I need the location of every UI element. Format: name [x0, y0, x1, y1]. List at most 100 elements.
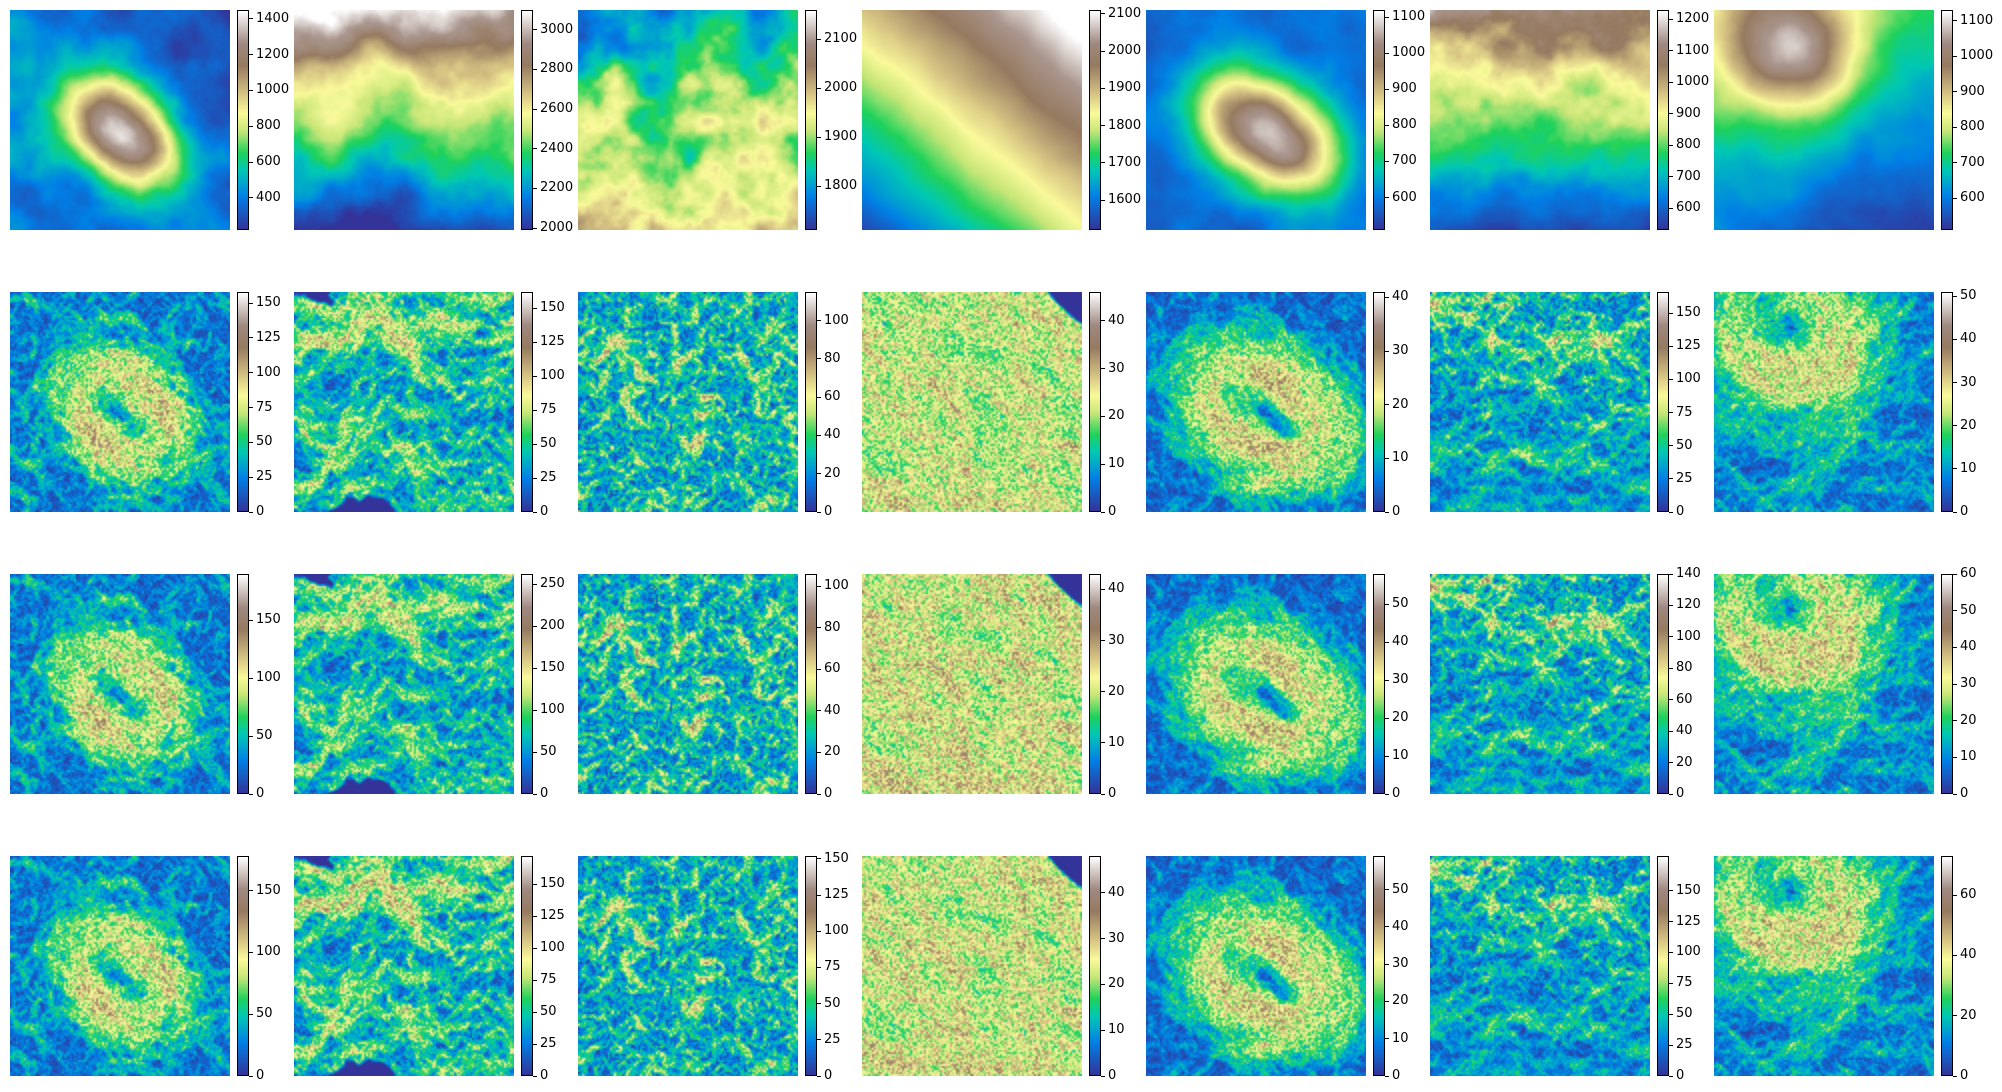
tick-label: 30: [1392, 672, 1409, 688]
tick-mark: [1669, 312, 1673, 314]
tick-label: 600: [1676, 200, 1701, 215]
tick-mark: [1953, 295, 1957, 297]
tick-mark: [1385, 926, 1389, 928]
tick-label: 80: [824, 350, 841, 366]
colorbar: [805, 292, 817, 512]
heatmap-image: [1146, 574, 1366, 794]
tick-label: 30: [1108, 360, 1125, 376]
tick-label: 1600: [1108, 192, 1142, 208]
tick-label: 10: [1108, 1022, 1125, 1038]
tick-label: 20: [1108, 976, 1125, 992]
tick-label: 800: [1392, 117, 1417, 133]
tick-mark: [249, 890, 253, 892]
tick-mark: [1101, 640, 1105, 641]
tick-label: 0: [1960, 786, 1969, 801]
heatmap-image: [578, 292, 798, 512]
tick-label: 40: [1960, 947, 1977, 963]
tick-label: 700: [1676, 168, 1701, 184]
tick-mark: [533, 915, 537, 917]
tick-label: 900: [1676, 105, 1701, 121]
tick-mark: [1669, 762, 1673, 764]
tick-mark: [249, 511, 253, 513]
heatmap-panel: 0 20 40 60 80 100 120 140: [1430, 566, 1710, 801]
tick-label: 50: [1960, 602, 1977, 618]
tick-mark: [1669, 1013, 1673, 1015]
tick-mark: [1669, 113, 1673, 115]
heatmap-image: [862, 292, 1082, 512]
tick-mark: [1385, 511, 1389, 513]
gradient-map: [1430, 292, 1650, 512]
tick-label: 1400: [256, 10, 290, 26]
tick-label: 60: [1960, 566, 1977, 581]
elevation-map: [1714, 10, 1934, 230]
tick-mark: [1669, 667, 1673, 669]
tick-label: 600: [1960, 190, 1985, 206]
tick-mark: [817, 185, 821, 187]
tick-label: 100: [540, 940, 565, 956]
gradient-map: [1714, 292, 1934, 512]
tick-mark: [533, 947, 537, 949]
heatmap-panel: 400 600 800 1000 1200 1400: [10, 10, 290, 230]
tick-mark: [1385, 889, 1389, 891]
tick-label: 20: [824, 744, 841, 760]
tick-label: 40: [1108, 884, 1125, 900]
tick-mark: [1669, 345, 1673, 347]
tick-mark: [817, 1039, 821, 1041]
elevation-map: [1430, 10, 1650, 230]
tick-mark: [533, 341, 537, 343]
tick-label: 900: [1960, 83, 1985, 99]
tick-label: 10: [1392, 748, 1409, 764]
tick-label: 10: [1108, 734, 1125, 750]
tick-mark: [1669, 921, 1673, 922]
heatmap-image: [294, 856, 514, 1076]
tick-label: 30: [1108, 930, 1125, 946]
tick-label: 120: [1676, 597, 1701, 613]
tick-label: 0: [1108, 786, 1117, 801]
colorbar: [1657, 574, 1669, 794]
tick-label: 75: [1676, 404, 1693, 420]
heatmap-panel: 0 20 40 60 80 100: [578, 574, 858, 801]
tick-label: 0: [1676, 786, 1685, 801]
tick-label: 125: [1676, 913, 1701, 929]
tick-label: 2000: [824, 80, 858, 96]
tick-mark: [249, 407, 253, 409]
heatmap-image: [862, 856, 1082, 1076]
tick-mark: [1385, 52, 1389, 54]
tick-label: 0: [540, 786, 549, 801]
heatmap-panel: 1600 1700 1800 1900 2000 2100: [862, 6, 1142, 230]
tick-mark: [1953, 382, 1957, 384]
gradient-map: [1714, 856, 1934, 1076]
heatmap-panel: 0 25 50 75 100 125 150: [1430, 292, 1710, 519]
tick-label: 50: [1676, 1006, 1693, 1022]
heatmap-image: [862, 574, 1082, 794]
gradient-map: [1714, 574, 1934, 794]
tick-mark: [533, 883, 537, 885]
tick-label: 2100: [824, 31, 858, 47]
tick-mark: [1101, 793, 1105, 795]
heatmap-image: [1430, 10, 1650, 230]
gradient-map: [1430, 574, 1650, 794]
heatmap-panel: 1800 1900 2000 2100: [578, 10, 858, 230]
heatmap-image: [862, 10, 1082, 230]
tick-label: 3000: [540, 21, 574, 37]
tick-label: 50: [540, 1004, 557, 1020]
tick-label: 125: [824, 887, 849, 903]
tick-mark: [817, 473, 821, 475]
tick-mark: [817, 627, 821, 629]
tick-mark: [533, 227, 537, 229]
tick-label: 20: [1392, 710, 1409, 726]
tick-mark: [1669, 890, 1673, 892]
tick-mark: [1385, 963, 1389, 965]
tick-mark: [1101, 50, 1105, 52]
tick-mark: [1953, 646, 1957, 648]
heatmap-image: [578, 856, 798, 1076]
tick-label: 400: [256, 189, 281, 205]
colorbar: [1941, 292, 1953, 512]
heatmap-image: [10, 574, 230, 794]
tick-label: 50: [256, 1006, 273, 1022]
tick-label: 40: [1676, 723, 1693, 739]
colorbar: [1373, 856, 1385, 1076]
heatmap-image: [1146, 856, 1366, 1076]
heatmap-panel: 0 20 40 60: [1714, 856, 1994, 1083]
tick-mark: [1385, 1038, 1389, 1040]
